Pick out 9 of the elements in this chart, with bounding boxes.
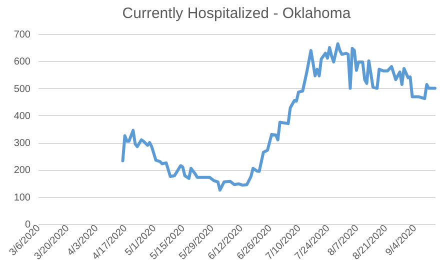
y-tick-label: 400 <box>14 110 31 122</box>
y-tick-label: 500 <box>14 84 31 95</box>
y-tick-label: 600 <box>14 56 31 68</box>
y-tick-label: 700 <box>14 30 31 40</box>
y-tick-label: 300 <box>14 138 31 150</box>
y-tick-label: 100 <box>14 192 31 204</box>
y-tick-label: 200 <box>14 165 31 176</box>
chart-title: Currently Hospitalized - Oklahoma <box>122 5 352 22</box>
line-series <box>121 42 436 192</box>
